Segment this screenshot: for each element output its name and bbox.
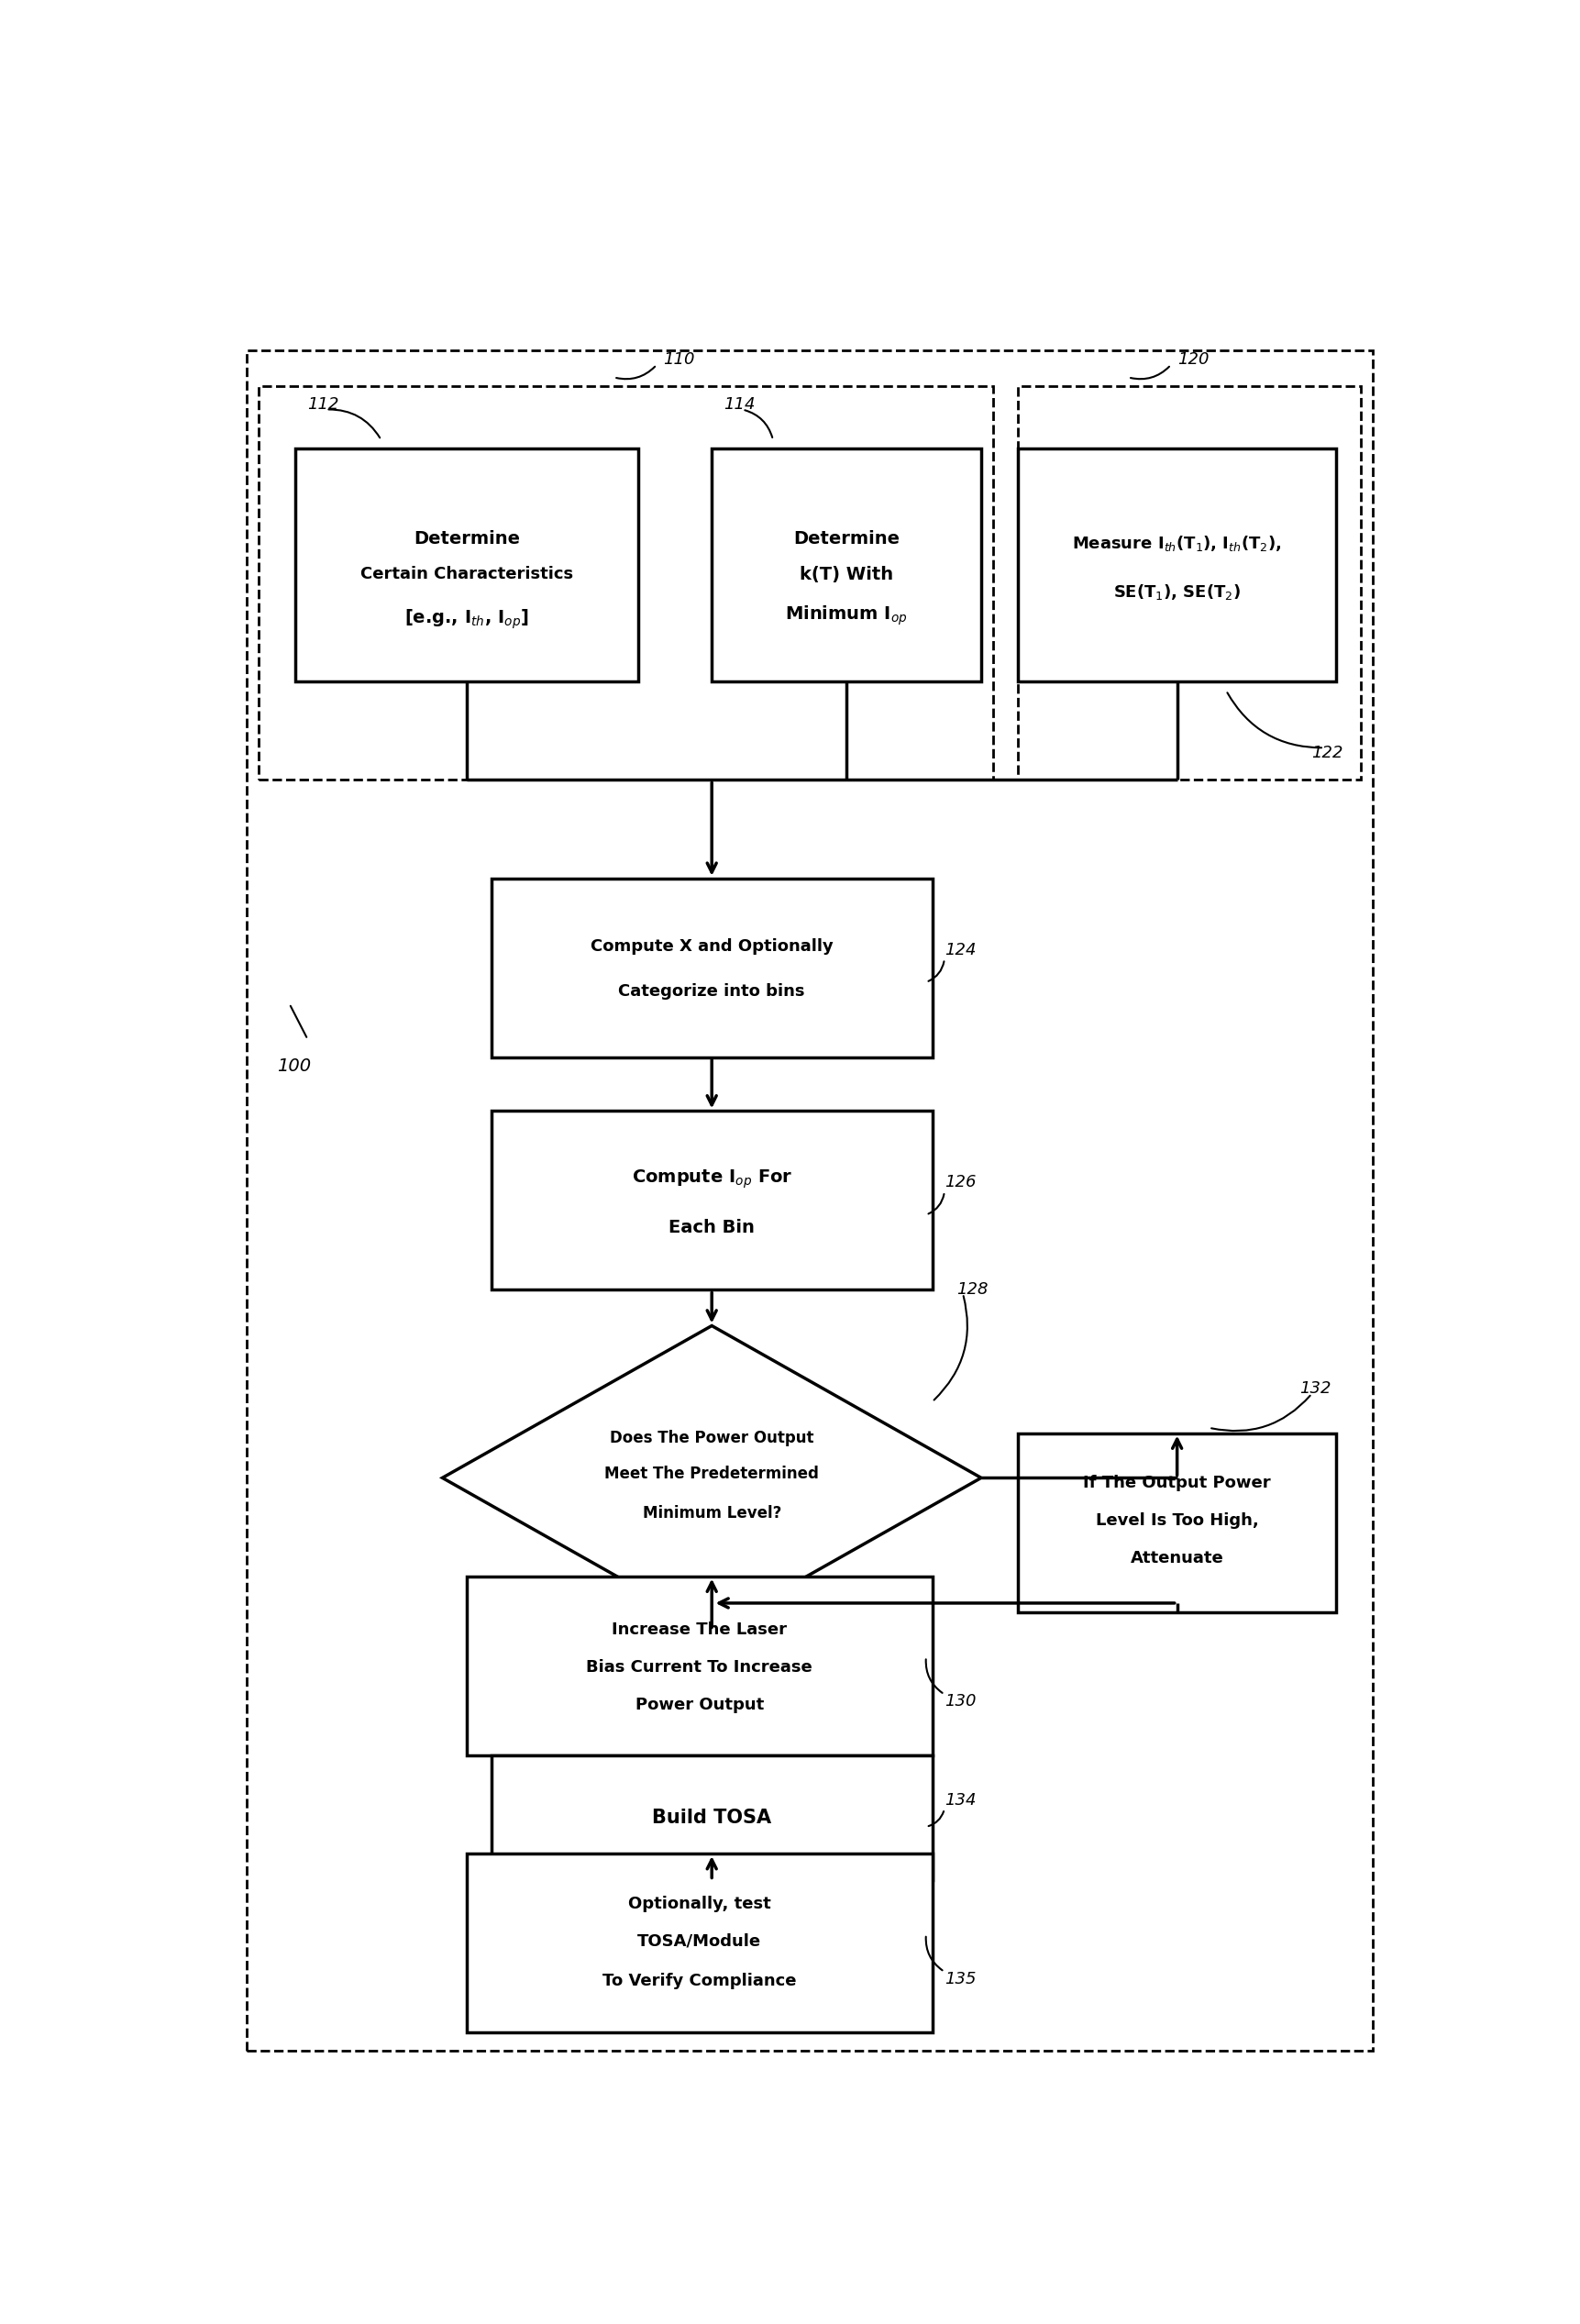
Bar [1018,1434,1337,1613]
Text: Determine: Determine [793,530,899,546]
Text: 134: 134 [945,1792,976,1808]
Text: Minimum Level?: Minimum Level? [643,1506,781,1522]
Bar [259,386,994,781]
Text: Bias Current To Increase: Bias Current To Increase [586,1659,812,1676]
Text: Increase The Laser: Increase The Laser [611,1622,787,1638]
Text: TOSA/Module: TOSA/Module [638,1934,762,1950]
Text: Level Is Too High,: Level Is Too High, [1095,1513,1259,1529]
Text: Meet The Predetermined: Meet The Predetermined [605,1466,818,1483]
Bar [1018,449,1337,681]
Bar [491,1755,932,1880]
Text: Compute X and Optionally: Compute X and Optionally [591,939,833,955]
Text: Each Bin: Each Bin [668,1218,755,1236]
Text: Certain Characteristics: Certain Characteristics [360,565,574,583]
Text: Determine: Determine [414,530,520,546]
Text: To Verify Compliance: To Verify Compliance [602,1973,796,1989]
Text: 120: 120 [1177,351,1209,367]
Text: Optionally, test: Optionally, test [629,1896,771,1913]
Text: 135: 135 [945,1971,976,1987]
Text: 122: 122 [1311,744,1343,762]
Text: 114: 114 [724,395,755,411]
Bar [468,1576,932,1755]
Text: 124: 124 [945,941,976,957]
Bar [468,1855,932,2034]
Text: Minimum I$_{op}$: Minimum I$_{op}$ [785,604,908,627]
Bar [491,1111,932,1290]
Text: Compute I$_{op}$ For: Compute I$_{op}$ For [632,1167,792,1190]
Text: Attenuate: Attenuate [1130,1550,1224,1566]
Bar [711,449,981,681]
Text: If The Output Power: If The Output Power [1084,1476,1270,1492]
Text: 128: 128 [956,1281,989,1299]
Text: SE(T$_1$), SE(T$_2$): SE(T$_1$), SE(T$_2$) [1114,583,1240,602]
Bar [1018,386,1360,781]
Text: Does The Power Output: Does The Power Output [610,1429,814,1448]
Text: 126: 126 [945,1174,976,1190]
Text: k(T) With: k(T) With [799,565,893,583]
Text: Build TOSA: Build TOSA [653,1808,771,1827]
Text: 130: 130 [945,1694,976,1710]
Polygon shape [442,1325,981,1629]
Text: 132: 132 [1299,1380,1332,1397]
Bar [491,878,932,1057]
Bar [295,449,638,681]
Text: Power Output: Power Output [635,1697,763,1713]
Text: 112: 112 [308,395,340,411]
Text: Measure I$_{th}$(T$_1$), I$_{th}$(T$_2$),: Measure I$_{th}$(T$_1$), I$_{th}$(T$_2$)… [1073,535,1281,553]
Text: Categorize into bins: Categorize into bins [618,983,806,999]
Text: 110: 110 [664,351,695,367]
Text: [e.g., I$_{th}$, I$_{op}$]: [e.g., I$_{th}$, I$_{op}$] [404,607,529,630]
Text: 100: 100 [276,1057,311,1076]
